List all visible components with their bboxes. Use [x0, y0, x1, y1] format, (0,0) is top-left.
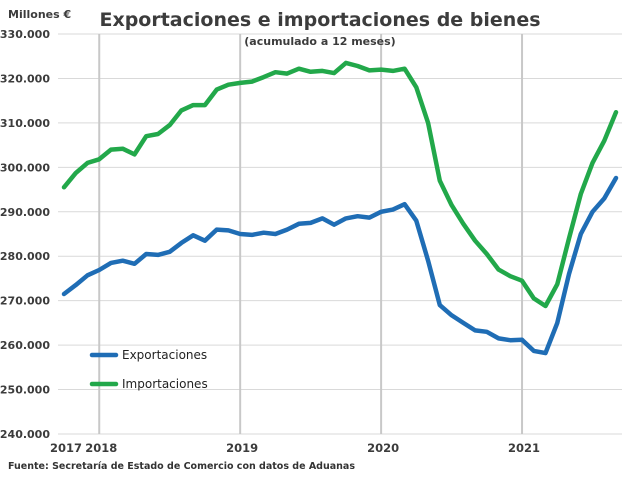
x-tick-label: 2017: [50, 441, 82, 455]
series-layer: [61, 60, 619, 356]
chart-title: Exportaciones e importaciones de bienes: [99, 9, 540, 31]
y-axis-ticks: 240.000 250.000 260.000 270.000 280.000 290.0…: [0, 28, 50, 441]
x-axis-ticks: 2017 2018 2019 2020 2021: [50, 441, 540, 455]
y-tick-label: 320.000: [0, 72, 50, 85]
y-tick-label: 300.000: [0, 161, 50, 174]
vertical-gridlines: [98, 34, 524, 434]
legend: Exportaciones Importaciones: [89, 348, 208, 391]
series-line-importaciones: [61, 60, 619, 309]
y-tick-label: 290.000: [0, 206, 50, 219]
y-tick-label: 250.000: [0, 384, 50, 397]
y-tick-label: 310.000: [0, 117, 50, 130]
y-tick-label: 330.000: [0, 28, 50, 41]
chart-subtitle: (acumulado a 12 meses): [244, 35, 395, 48]
x-tick-label: 2020: [367, 441, 399, 455]
series-line-exportaciones: [61, 175, 619, 356]
legend-label: Importaciones: [122, 377, 208, 391]
x-tick-label: 2021: [508, 441, 540, 455]
y-tick-label: 240.000: [0, 428, 50, 441]
horizontal-gridlines: [58, 33, 622, 435]
x-tick-label: 2018: [85, 441, 117, 455]
x-tick-label: 2019: [226, 441, 258, 455]
legend-label: Exportaciones: [122, 348, 207, 362]
y-axis-unit-label: Millones €: [8, 8, 71, 21]
y-tick-label: 280.000: [0, 250, 50, 263]
y-tick-label: 270.000: [0, 295, 50, 308]
y-tick-label: 260.000: [0, 339, 50, 352]
source-note: Fuente: Secretaría de Estado de Comercio…: [8, 461, 355, 472]
